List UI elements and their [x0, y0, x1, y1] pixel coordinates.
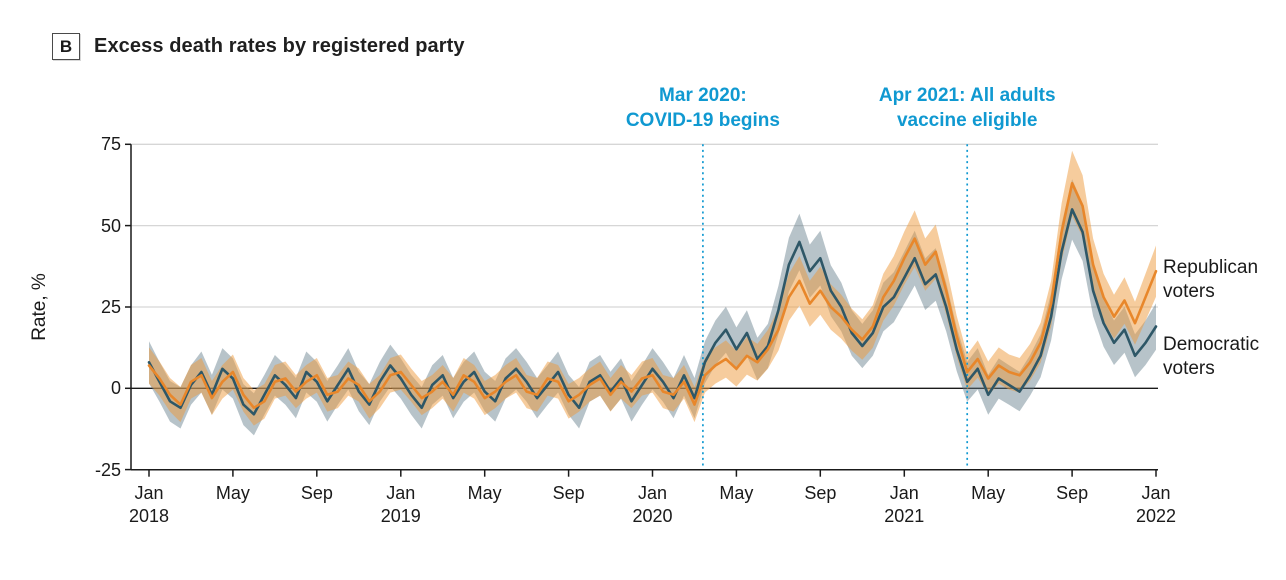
republican-band — [149, 150, 1156, 426]
y-axis-label: Rate, % — [29, 273, 50, 341]
annotation-covid-begins: Mar 2020: COVID-19 begins — [626, 83, 780, 133]
x-tick-label: Sep — [552, 482, 585, 503]
x-tick-label: May — [719, 482, 754, 503]
y-tick-label: 25 — [100, 296, 121, 317]
panel-letter: B — [52, 33, 80, 60]
democratic-line — [147, 208, 1158, 416]
y-tick-label: 50 — [100, 215, 121, 236]
page-title: Excess death rates by registered party — [94, 35, 465, 57]
annotation-covid-begins-line2: COVID-19 begins — [625, 110, 780, 131]
y-tick-label: -25 — [94, 459, 121, 480]
y-tick-label: 75 — [100, 134, 121, 155]
x-tick-label: Jan 2019 — [380, 482, 421, 526]
annotation-vaccine-eligible: Apr 2021: All adults vaccine eligible — [879, 83, 1056, 133]
x-tick-label: Jan 2020 — [632, 482, 673, 526]
x-tick-label: Jan 2018 — [128, 482, 170, 526]
series-label-republican: Republican voters — [1163, 257, 1259, 302]
x-tick-label: Jan 2021 — [884, 482, 925, 526]
y-tick-label: 0 — [110, 378, 121, 399]
annotation-covid-begins-line1: Mar 2020: — [659, 85, 747, 106]
annotation-vaccine-eligible-line2: vaccine eligible — [896, 110, 1038, 131]
x-tick-label: May — [467, 482, 502, 503]
panel-header: B Excess death rates by registered party — [52, 33, 465, 60]
x-tick-label: Jan 2022 — [1135, 482, 1177, 526]
x-tick-label: Sep — [1056, 482, 1089, 503]
republican-line — [147, 182, 1158, 410]
x-tick-label: May — [971, 482, 1006, 503]
x-tick-label: Sep — [300, 482, 333, 503]
series-label-democratic: Democratic voters — [1163, 334, 1260, 379]
x-tick-label: May — [215, 482, 250, 503]
annotation-vaccine-eligible-line1: Apr 2021: All adults — [878, 85, 1056, 106]
x-tick-label: Sep — [804, 482, 837, 503]
